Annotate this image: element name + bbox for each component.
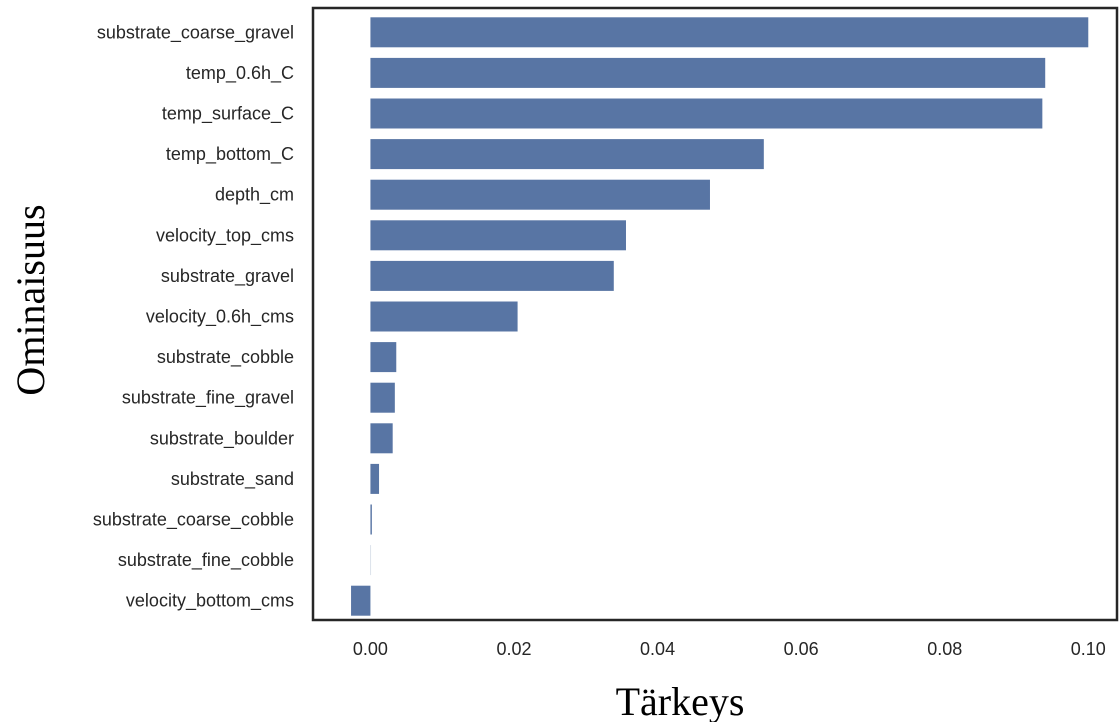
x-axis-title: Tärkeys [616,679,745,722]
y-axis-title: Ominaisuus [8,204,53,395]
bar-substrate-coarse-cobble [370,504,372,535]
bar-temp-0-6h-c [370,57,1046,88]
bar-substrate-boulder [370,423,393,454]
y-tick-label: substrate_fine_cobble [118,550,294,571]
y-tick-label: depth_cm [215,185,294,206]
y-tick-label: substrate_coarse_cobble [93,510,294,531]
x-tick-labels: 0.00 0.02 0.04 0.06 0.08 0.10 [353,639,1106,659]
bar-substrate-fine-cobble [370,545,372,576]
y-tick-label: substrate_boulder [150,428,294,449]
y-tick-label: temp_surface_C [162,104,294,125]
y-tick-label: substrate_gravel [161,266,294,287]
y-tick-label: velocity_0.6h_cms [146,307,294,328]
bar-substrate-gravel [370,260,614,291]
y-tick-label: substrate_sand [171,469,294,490]
bar-substrate-fine-gravel [370,382,395,413]
y-tick-label: substrate_cobble [157,347,294,368]
bar-depth-cm [370,179,710,210]
x-tick-label: 0.04 [640,639,675,659]
y-tick-label: velocity_top_cms [156,225,294,246]
y-tick-label: substrate_fine_gravel [122,388,294,409]
bar-temp-surface-c [370,98,1043,129]
y-tick-label: temp_bottom_C [166,144,294,165]
y-tick-label: temp_0.6h_C [186,63,294,84]
bar-substrate-cobble [370,342,397,373]
x-tick-label: 0.08 [927,639,962,659]
x-tick-label: 0.06 [784,639,819,659]
bar-substrate-sand [370,463,380,494]
bar-velocity-top-cms [370,220,626,251]
y-tick-label: substrate_coarse_gravel [97,22,294,43]
bar-velocity-bottom-cms [351,585,371,616]
bars-layer [351,17,1089,616]
x-tick-label: 0.00 [353,639,388,659]
plot-frame [311,6,1119,622]
y-tick-label: velocity_bottom_cms [126,591,294,612]
x-tick-label: 0.02 [496,639,531,659]
y-tick-labels: substrate_coarse_gravel temp_0.6h_C temp_s… [93,22,294,611]
bar-substrate-coarse-gravel [370,17,1089,48]
bar-temp-bottom-c [370,139,764,170]
x-tick-label: 0.10 [1071,639,1106,659]
bar-velocity-0-6h-cms [370,301,518,332]
